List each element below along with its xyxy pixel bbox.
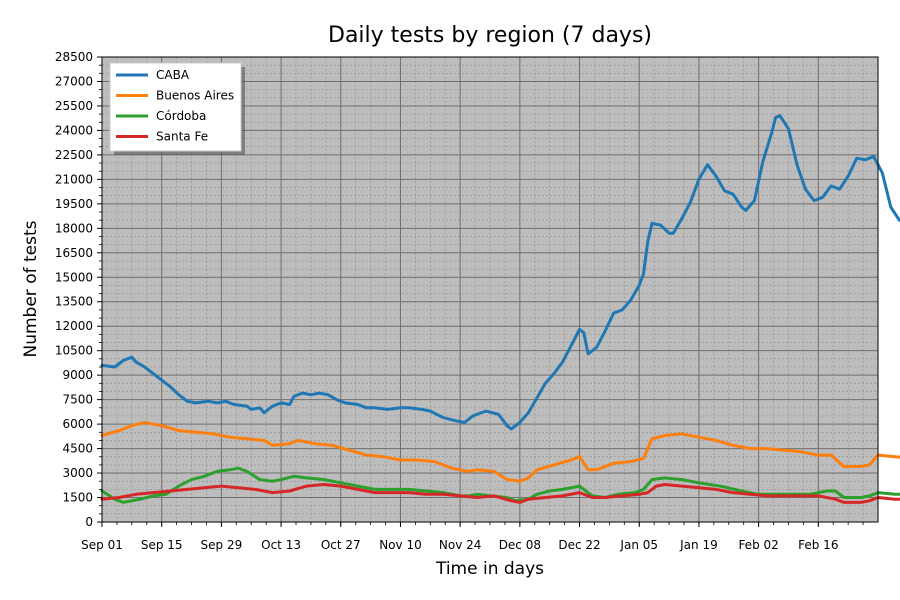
x-tick-label: Nov 10: [379, 538, 422, 552]
y-tick-label: 0: [85, 515, 93, 529]
x-axis: Sep 01 Sep 15 Sep 29 Oct 13 Oct 27 Nov 10 Nov …: [81, 522, 864, 552]
y-tick-label: 18000: [55, 221, 93, 235]
series-line-buenos-aires: [100, 421, 900, 483]
x-tick-label: Feb 02: [738, 538, 778, 552]
x-tick-label: Nov 24: [439, 538, 482, 552]
series-group: [100, 114, 900, 504]
x-tick-label: Dec 22: [558, 538, 600, 552]
chart-title: Daily tests by region (7 days): [328, 23, 652, 48]
y-tick-label: 10500: [55, 344, 93, 358]
x-tick-label: Jan 19: [679, 538, 718, 552]
legend-label: CABA: [156, 68, 190, 82]
y-axis: 0 1500 3000 4500 6000 7500 9000 10500 12000 13500…: [55, 50, 102, 529]
y-tick-label: 7500: [62, 393, 93, 407]
y-tick-label: 3000: [62, 466, 93, 480]
y-tick-label: 28500: [55, 50, 93, 64]
y-tick-label: 15000: [55, 270, 93, 284]
legend-label: Santa Fe: [156, 130, 208, 144]
legend-label: Córdoba: [156, 109, 206, 123]
x-tick-label: Dec 08: [499, 538, 541, 552]
y-tick-label: 24000: [55, 123, 93, 137]
x-tick-label: Sep 29: [201, 538, 243, 552]
series-line-caba: [100, 114, 900, 431]
x-tick-label: Sep 15: [141, 538, 183, 552]
y-tick-label: 22500: [55, 148, 93, 162]
y-tick-label: 27000: [55, 74, 93, 88]
x-axis-label: Time in days: [435, 559, 544, 579]
legend-label: Buenos Aires: [156, 89, 234, 103]
y-tick-label: 12000: [55, 319, 93, 333]
y-tick-label: 21000: [55, 172, 93, 186]
legend: CABA Buenos Aires Córdoba Santa Fe: [109, 62, 245, 155]
y-tick-label: 6000: [62, 417, 93, 431]
y-tick-label: 16500: [55, 246, 93, 260]
y-tick-label: 9000: [62, 368, 93, 382]
x-tick-label: Oct 27: [321, 538, 361, 552]
y-axis-label: Number of tests: [21, 220, 41, 357]
y-tick-label: 13500: [55, 295, 93, 309]
x-tick-label: Jan 05: [619, 538, 658, 552]
y-tick-label: 25500: [55, 99, 93, 113]
x-tick-label: Oct 13: [261, 538, 301, 552]
y-tick-label: 1500: [62, 491, 93, 505]
x-tick-label: Feb 16: [798, 538, 838, 552]
y-tick-label: 19500: [55, 197, 93, 211]
x-tick-label: Sep 01: [81, 538, 123, 552]
series-line-santa-fe: [100, 483, 900, 504]
y-tick-label: 4500: [62, 442, 93, 456]
